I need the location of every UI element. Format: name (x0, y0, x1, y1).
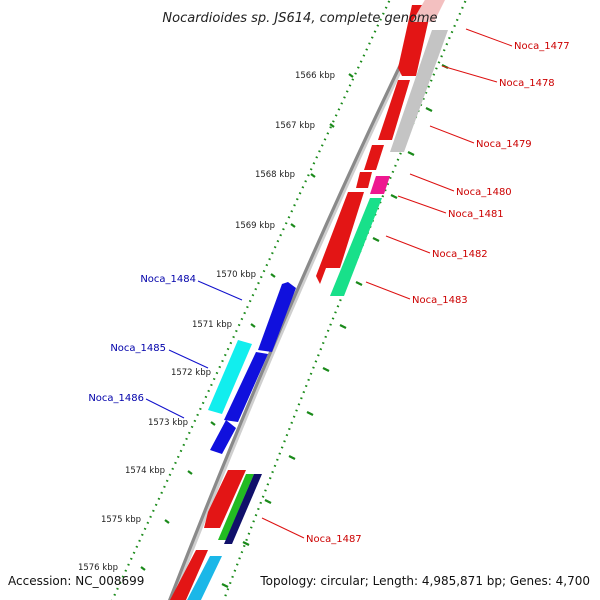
tick-labels: 1566 kbp 1567 kbp 1568 kbp 1569 kbp 1570… (78, 71, 335, 573)
gene-label[interactable]: Noca_1483 (412, 295, 468, 306)
inner-tick-track (111, 0, 391, 600)
gene-feature (170, 550, 208, 600)
gene-feature (356, 172, 372, 188)
genome-summary: Topology: circular; Length: 4,985,871 bp… (260, 574, 590, 588)
gene-feature (218, 474, 254, 540)
tick-label: 1569 kbp (235, 221, 275, 231)
gene-feature (224, 474, 262, 544)
gene-label[interactable]: Noca_1481 (448, 209, 504, 220)
gene-feature (258, 282, 296, 352)
gene-feature (398, 5, 432, 76)
gene-feature (316, 192, 364, 284)
gene-label[interactable]: Noca_1480 (456, 187, 512, 198)
gene-label[interactable]: Noca_1485 (110, 343, 166, 354)
gene-feature (390, 30, 448, 152)
gene-feature (204, 470, 246, 528)
gene-label[interactable]: Noca_1482 (432, 249, 488, 260)
tick-label: 1567 kbp (275, 121, 315, 131)
gene-leader-lines-left (145, 280, 243, 419)
tick-label: 1574 kbp (125, 466, 165, 476)
forward-genes-outer (187, 0, 448, 600)
gene-feature (208, 340, 252, 414)
reverse-genes (208, 282, 296, 454)
gene-feature (330, 198, 382, 296)
tick-label: 1568 kbp (255, 170, 295, 180)
gene-leader-lines-right (261, 28, 513, 539)
gene-label[interactable]: Noca_1486 (88, 393, 144, 404)
gene-labels-left: Noca_1484 Noca_1485 Noca_1486 (88, 274, 196, 404)
gene-label[interactable]: Noca_1478 (499, 78, 555, 89)
gene-label[interactable]: Noca_1477 (514, 41, 570, 52)
gene-feature (370, 176, 390, 194)
genome-title: Nocardioides sp. JS614, complete genome (162, 11, 437, 26)
tick-label: 1575 kbp (101, 515, 141, 525)
gene-label[interactable]: Noca_1484 (140, 274, 196, 285)
tick-label: 1566 kbp (295, 71, 335, 81)
accession-label: Accession: NC_008699 (8, 574, 145, 588)
gene-feature (210, 420, 236, 454)
tick-label: 1571 kbp (192, 320, 232, 330)
gene-label[interactable]: Noca_1479 (476, 139, 532, 150)
gene-feature (187, 556, 222, 600)
tick-label: 1570 kbp (216, 270, 256, 280)
forward-genes-inner (170, 5, 432, 600)
gene-feature (224, 352, 268, 422)
gene-feature (378, 80, 410, 140)
gene-labels-right: Noca_1477 Noca_1478 Noca_1479 Noca_1480 … (306, 41, 570, 545)
gene-feature (412, 0, 445, 22)
gene-label[interactable]: Noca_1487 (306, 534, 362, 545)
tick-label: 1576 kbp (78, 563, 118, 573)
tick-label: 1573 kbp (148, 418, 188, 428)
gene-feature (364, 145, 384, 170)
tick-label: 1572 kbp (171, 368, 211, 378)
